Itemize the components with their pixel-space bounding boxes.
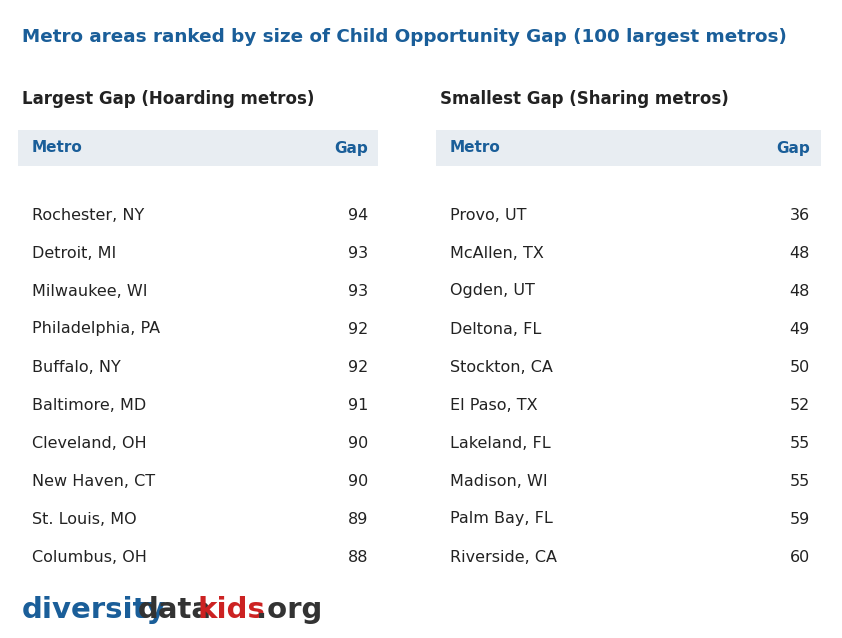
- Text: New Haven, CT: New Haven, CT: [32, 473, 155, 489]
- Text: 93: 93: [348, 283, 368, 299]
- Text: 60: 60: [790, 549, 810, 565]
- Text: 52: 52: [790, 397, 810, 413]
- Text: 36: 36: [790, 207, 810, 223]
- Text: 59: 59: [790, 512, 810, 526]
- Text: 94: 94: [348, 207, 368, 223]
- Text: St. Louis, MO: St. Louis, MO: [32, 512, 136, 526]
- Text: 92: 92: [348, 322, 368, 336]
- Text: Gap: Gap: [776, 140, 810, 156]
- Text: diversity: diversity: [22, 596, 167, 624]
- Text: Milwaukee, WI: Milwaukee, WI: [32, 283, 147, 299]
- Text: kids: kids: [198, 596, 266, 624]
- Text: Ogden, UT: Ogden, UT: [450, 283, 535, 299]
- Text: 91: 91: [348, 397, 368, 413]
- Text: Provo, UT: Provo, UT: [450, 207, 526, 223]
- Text: 92: 92: [348, 359, 368, 375]
- Text: 48: 48: [790, 283, 810, 299]
- Text: 93: 93: [348, 246, 368, 260]
- Text: Cleveland, OH: Cleveland, OH: [32, 436, 147, 450]
- Text: Madison, WI: Madison, WI: [450, 473, 547, 489]
- Text: 88: 88: [348, 549, 368, 565]
- Text: Stockton, CA: Stockton, CA: [450, 359, 553, 375]
- Text: 89: 89: [348, 512, 368, 526]
- Text: Philadelphia, PA: Philadelphia, PA: [32, 322, 160, 336]
- Text: Detroit, MI: Detroit, MI: [32, 246, 116, 260]
- FancyBboxPatch shape: [436, 130, 821, 166]
- Text: Buffalo, NY: Buffalo, NY: [32, 359, 120, 375]
- Text: Lakeland, FL: Lakeland, FL: [450, 436, 551, 450]
- Text: Rochester, NY: Rochester, NY: [32, 207, 144, 223]
- Text: 55: 55: [790, 436, 810, 450]
- Text: Gap: Gap: [334, 140, 368, 156]
- Text: Metro: Metro: [32, 140, 83, 156]
- Text: Smallest Gap (Sharing metros): Smallest Gap (Sharing metros): [440, 90, 728, 108]
- Text: El Paso, TX: El Paso, TX: [450, 397, 538, 413]
- Text: Largest Gap (Hoarding metros): Largest Gap (Hoarding metros): [22, 90, 314, 108]
- Text: Columbus, OH: Columbus, OH: [32, 549, 147, 565]
- Text: 50: 50: [790, 359, 810, 375]
- Text: 90: 90: [348, 436, 368, 450]
- Text: Riverside, CA: Riverside, CA: [450, 549, 557, 565]
- FancyBboxPatch shape: [18, 130, 378, 166]
- Text: 48: 48: [790, 246, 810, 260]
- Text: Palm Bay, FL: Palm Bay, FL: [450, 512, 552, 526]
- Text: data: data: [138, 596, 212, 624]
- Text: Metro: Metro: [450, 140, 501, 156]
- Text: 55: 55: [790, 473, 810, 489]
- Text: 49: 49: [790, 322, 810, 336]
- Text: .org: .org: [256, 596, 322, 624]
- Text: Metro areas ranked by size of Child Opportunity Gap (100 largest metros): Metro areas ranked by size of Child Oppo…: [22, 28, 787, 46]
- Text: Baltimore, MD: Baltimore, MD: [32, 397, 147, 413]
- Text: 90: 90: [348, 473, 368, 489]
- Text: Deltona, FL: Deltona, FL: [450, 322, 541, 336]
- Text: McAllen, TX: McAllen, TX: [450, 246, 544, 260]
